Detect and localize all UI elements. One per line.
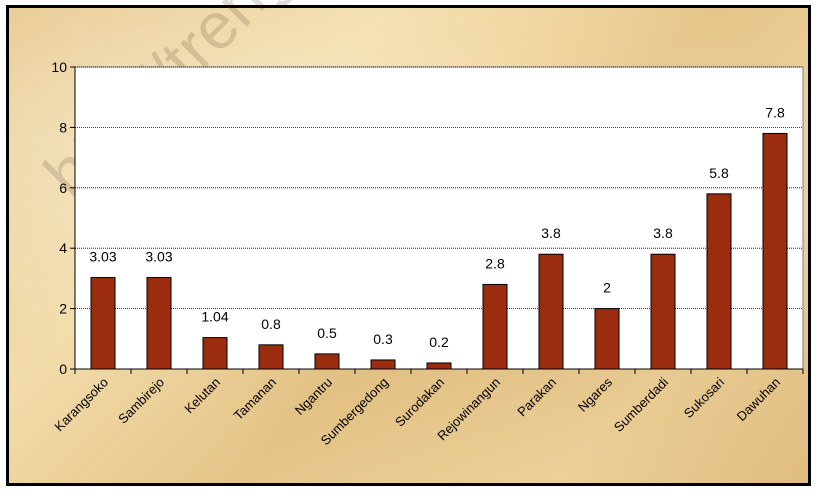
category-label: Sukosari	[681, 374, 727, 420]
category-label: Surodakan	[392, 375, 447, 430]
data-labels: 3.03 3.03 1.04 0.8 0.5 0.3 0.2 2.8 3.8 2 3.8 5.8 7.8	[89, 104, 785, 350]
bar-rejowinangun	[482, 283, 508, 370]
bar-tamanan	[258, 344, 284, 370]
category-label: Kelutan	[181, 375, 223, 417]
category-label: Tamanan	[231, 375, 279, 423]
y-tick-label: 10	[51, 59, 67, 75]
category-label: Ngares	[575, 374, 616, 415]
bar-dawuhan	[762, 132, 788, 370]
data-label: 3.03	[89, 248, 116, 264]
data-label: 5.8	[709, 165, 729, 181]
category-label: Karangsoko	[51, 375, 111, 435]
bars	[90, 132, 788, 370]
bar-sukosari	[706, 193, 732, 370]
bar-karangsoko	[90, 276, 116, 370]
data-label: 7.8	[765, 104, 785, 120]
bar-sumberdadi	[650, 253, 676, 370]
data-label: 3.03	[145, 248, 172, 264]
data-label: 3.8	[541, 225, 561, 241]
data-label: 0.2	[429, 334, 449, 350]
y-tick-labels: 0 2 4 6 8 10	[51, 59, 67, 377]
data-label: 0.3	[373, 331, 393, 347]
y-tick-label: 8	[59, 119, 67, 135]
category-label: Sumberdadi	[611, 374, 671, 434]
bar-ngantru	[314, 353, 340, 370]
bar-surodakan	[426, 362, 452, 370]
bar-ngares	[594, 308, 620, 370]
y-tick-label: 0	[59, 361, 67, 377]
gridlines	[75, 66, 803, 310]
data-label: 2	[603, 280, 611, 296]
bar-parakan	[538, 253, 564, 370]
bar-kelutan	[202, 337, 228, 370]
category-label: Ngantru	[292, 375, 335, 418]
plot-area	[74, 66, 804, 370]
data-label: 0.8	[261, 316, 281, 332]
y-tick-label: 6	[59, 180, 67, 196]
category-labels: Karangsoko Sambirejo Kelutan Tamanan Ngantru…	[51, 374, 783, 448]
bar-sambirejo	[146, 276, 172, 370]
axes	[70, 66, 804, 374]
y-tick-label: 2	[59, 301, 67, 317]
bar-sumbergedong	[370, 359, 396, 370]
category-label: Dawuhan	[734, 375, 783, 424]
category-label: Sambirejo	[115, 375, 167, 427]
data-label: 1.04	[201, 309, 228, 325]
category-label: Parakan	[514, 375, 559, 420]
data-label: 3.8	[653, 225, 673, 241]
y-tick-label: 4	[59, 240, 67, 256]
data-label: 2.8	[485, 255, 505, 271]
data-label: 0.5	[317, 325, 337, 341]
